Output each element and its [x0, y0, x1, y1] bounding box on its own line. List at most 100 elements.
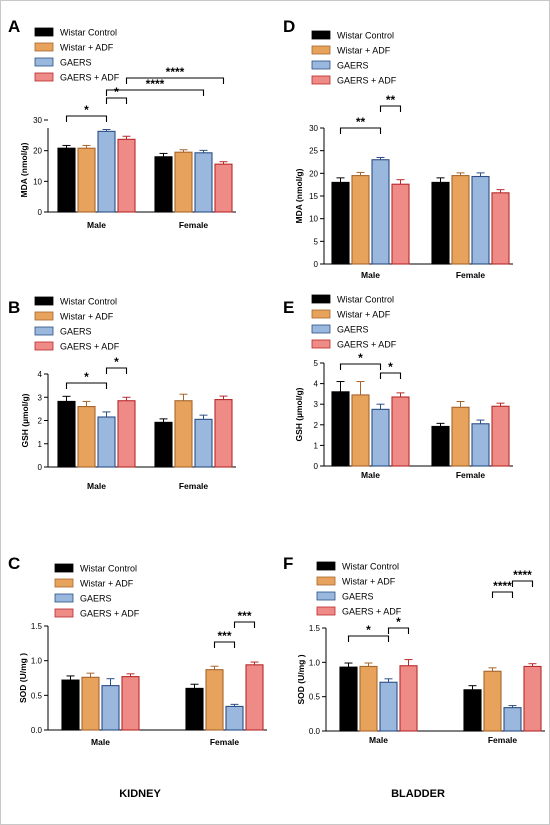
legend-label: GAERS + ADF — [60, 342, 120, 352]
legend-label: Wistar Control — [342, 562, 399, 572]
panel-d: D Wistar Control Wistar + ADF GAERS GAERS + … — [283, 17, 513, 280]
y-tick-label: 20 — [33, 147, 42, 156]
significance-bracket — [65, 382, 108, 389]
y-tick-label: 0.5 — [309, 693, 321, 702]
significance-bracket — [379, 105, 402, 112]
legend-label: GAERS + ADF — [80, 609, 140, 619]
y-tick-label: 0 — [38, 208, 43, 217]
significance-label: *** — [217, 629, 231, 643]
significance-bracket — [339, 127, 382, 134]
legend-swatch — [34, 326, 54, 336]
legend-swatch — [34, 42, 54, 52]
category-label: Male — [361, 270, 380, 280]
y-tick-label: 5 — [314, 359, 319, 368]
y-tick-label: 20 — [309, 169, 318, 178]
legend-swatch — [311, 75, 331, 85]
bar — [359, 665, 378, 732]
legend: Wistar Control Wistar + ADF GAERS GAERS + A… — [34, 27, 120, 83]
legend: Wistar Control Wistar + ADF GAERS GAERS + A… — [34, 296, 120, 352]
legend-label: Wistar Control — [80, 564, 137, 574]
category-label: Female — [210, 737, 240, 747]
bar — [463, 689, 482, 732]
legend-label: Wistar + ADF — [337, 310, 391, 320]
significance-bracket — [379, 372, 402, 379]
bar — [117, 400, 136, 468]
legend-label: GAERS — [342, 592, 374, 602]
legend-swatch — [54, 578, 74, 588]
panel-letter: A — [8, 17, 20, 36]
legend-label: Wistar + ADF — [60, 312, 114, 322]
legend-label: Wistar Control — [60, 297, 117, 307]
panel-f: F Wistar Control Wistar + ADF GAERS GAERS + … — [283, 554, 545, 745]
bar — [471, 423, 490, 467]
significance-label: * — [388, 360, 393, 374]
significance-bracket — [511, 580, 534, 587]
significance-label: *** — [237, 609, 251, 623]
category-label: Female — [488, 735, 518, 745]
legend-label: GAERS + ADF — [60, 73, 120, 83]
significance-bracket — [213, 641, 236, 648]
y-tick-label: 0.0 — [31, 726, 43, 735]
panel-letter: E — [283, 298, 294, 317]
bar — [101, 685, 120, 731]
y-tick-label: 5 — [314, 237, 319, 246]
legend-label: GAERS — [80, 594, 112, 604]
bar — [225, 705, 244, 731]
bar — [245, 664, 264, 731]
panel-letter: B — [8, 298, 20, 317]
bar — [57, 400, 76, 468]
legend-swatch — [316, 576, 336, 586]
panel-a: A Wistar Control Wistar + ADF GAERS GAERS + … — [8, 17, 236, 230]
bar — [154, 421, 173, 468]
bar — [391, 396, 410, 467]
y-axis-label: GSH (µmol/g) — [20, 393, 30, 447]
bar — [399, 665, 418, 732]
category-label: Male — [91, 737, 110, 747]
legend-swatch — [311, 294, 331, 304]
bar — [431, 181, 450, 265]
y-tick-label: 0.0 — [309, 727, 321, 736]
category-label: Male — [361, 470, 380, 480]
bar — [471, 175, 490, 265]
y-tick-label: 0 — [38, 463, 43, 472]
significance-label: * — [366, 623, 371, 637]
category-label: Female — [179, 481, 209, 491]
legend-swatch — [34, 27, 54, 37]
panel-e: E Wistar Control Wistar + ADF GAERS GAERS + … — [283, 294, 513, 480]
legend-label: Wistar + ADF — [342, 577, 396, 587]
y-tick-label: 25 — [309, 147, 318, 156]
y-tick-label: 3 — [314, 400, 319, 409]
significance-label: ** — [356, 115, 366, 129]
bar — [351, 175, 370, 265]
category-label: Female — [179, 220, 209, 230]
bar — [185, 687, 204, 731]
y-tick-label: 1 — [38, 440, 43, 449]
y-tick-label: 4 — [314, 380, 319, 389]
bar — [431, 425, 450, 467]
significance-label: **** — [513, 568, 532, 582]
legend-swatch — [34, 57, 54, 67]
bar — [117, 138, 136, 213]
legend-swatch — [311, 309, 331, 319]
legend-label: Wistar Control — [60, 28, 117, 38]
panel-letter: D — [283, 17, 295, 36]
legend-swatch — [54, 593, 74, 603]
legend-swatch — [34, 341, 54, 351]
significance-label: * — [84, 103, 89, 117]
significance-label: ** — [386, 93, 396, 107]
bar — [491, 405, 510, 467]
bar — [214, 163, 233, 213]
legend-label: Wistar + ADF — [60, 43, 114, 53]
significance-bracket — [65, 115, 108, 122]
bar — [483, 670, 502, 732]
legend-swatch — [316, 606, 336, 616]
category-label: Female — [456, 270, 486, 280]
legend-swatch — [34, 296, 54, 306]
bar — [121, 676, 140, 731]
significance-label: * — [114, 355, 119, 369]
significance-bracket — [233, 621, 256, 628]
category-label: Male — [87, 220, 106, 230]
bar — [174, 400, 193, 468]
y-tick-label: 0 — [314, 260, 319, 269]
y-tick-label: 10 — [33, 177, 42, 186]
